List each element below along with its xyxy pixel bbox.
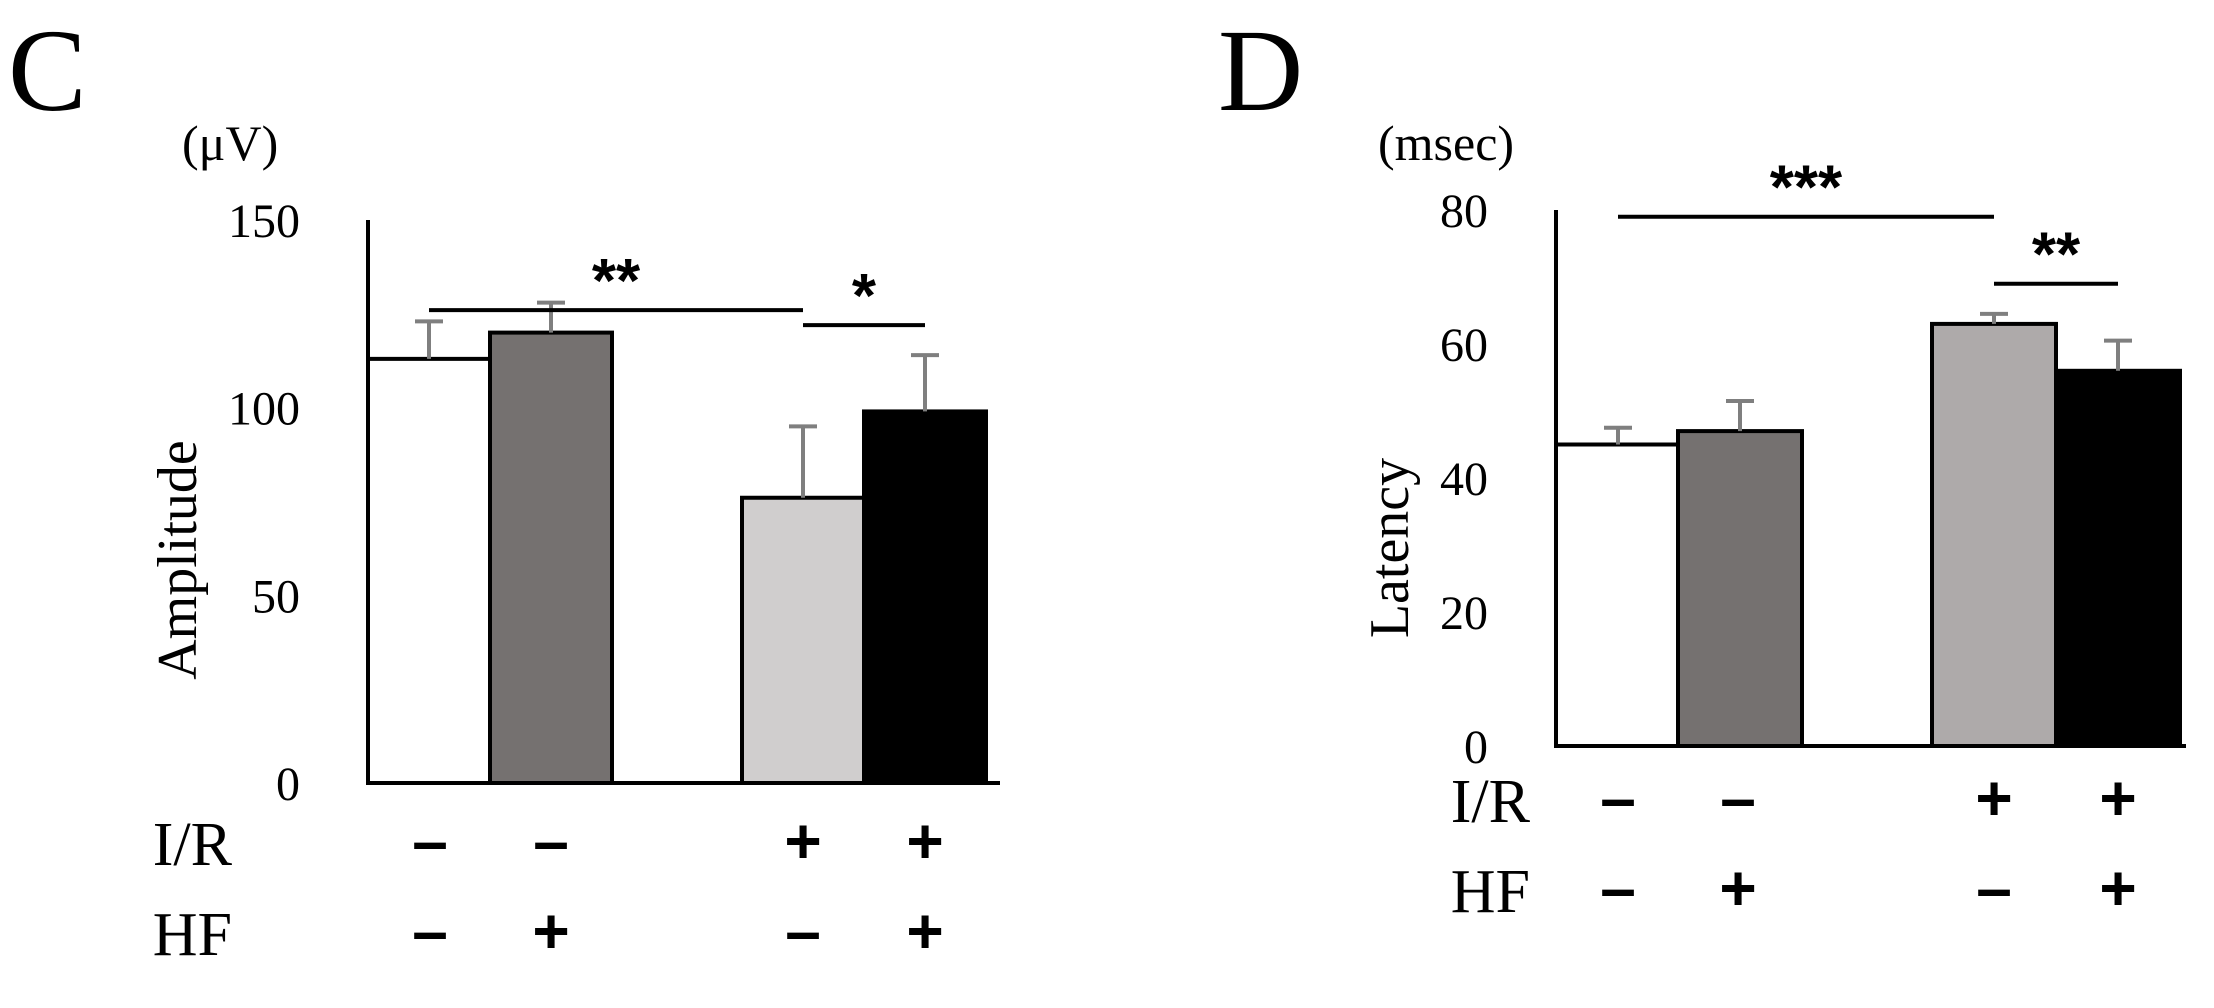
y-tick-labels: 0 50 100 150 [228, 195, 300, 811]
axes [1554, 210, 2186, 748]
bar [740, 495, 866, 785]
y-tick-label: 50 [252, 570, 300, 623]
y-tick-label: 0 [276, 758, 300, 811]
condition-sign: + [784, 805, 821, 877]
y-unit: (μV) [182, 115, 278, 171]
y-tick-labels: 0 20 40 60 80 [1440, 185, 1488, 774]
axes [366, 220, 1000, 785]
condition-sign: – [412, 895, 448, 967]
condition-row-label: I/R [153, 811, 233, 879]
significance-brackets: ***** [1618, 154, 2118, 290]
bars [1554, 311, 2182, 748]
significance-label: * [852, 262, 877, 331]
panel-label: C [8, 5, 87, 136]
condition-row-label: I/R [1451, 768, 1531, 836]
y-tick-label: 40 [1440, 453, 1488, 506]
bar [1930, 321, 2058, 748]
y-axis-title: Amplitude [147, 440, 209, 680]
condition-sign: + [1719, 852, 1756, 924]
condition-sign: – [1600, 762, 1636, 834]
condition-sign: + [532, 895, 569, 967]
significance-label: ** [2032, 221, 2081, 290]
condition-sign: + [2099, 762, 2136, 834]
condition-table: I/R – – + + HF – + – + [1451, 762, 2137, 926]
condition-sign: – [1600, 852, 1636, 924]
y-tick-label: 0 [1464, 721, 1488, 774]
bar [366, 356, 492, 785]
y-tick-label: 60 [1440, 319, 1488, 372]
condition-sign: – [1976, 852, 2012, 924]
significance-label: *** [1770, 154, 1843, 223]
bar [1554, 442, 1682, 748]
condition-sign: – [785, 895, 821, 967]
condition-row-label: HF [1451, 858, 1530, 926]
y-axis-title: Latency [1359, 458, 1421, 638]
y-unit: (msec) [1378, 115, 1514, 171]
bar [2054, 368, 2182, 748]
bar [488, 330, 614, 785]
significance-label: ** [592, 247, 641, 316]
condition-table: I/R – – + + HF – + – + [153, 805, 944, 969]
y-tick-label: 80 [1440, 185, 1488, 238]
y-tick-label: 150 [228, 195, 300, 248]
condition-sign: + [906, 895, 943, 967]
condition-sign: – [533, 805, 569, 877]
bar [1676, 429, 1804, 748]
condition-sign: + [906, 805, 943, 877]
significance-brackets: ** * [429, 247, 925, 331]
y-tick-label: 20 [1440, 587, 1488, 640]
condition-sign: – [412, 805, 448, 877]
condition-sign: – [1720, 762, 1756, 834]
condition-sign: + [1975, 762, 2012, 834]
y-tick-label: 100 [228, 383, 300, 436]
bars [366, 300, 988, 785]
condition-sign: + [2099, 852, 2136, 924]
condition-row-label: HF [153, 901, 232, 969]
bar [862, 409, 988, 785]
panel-label: D [1218, 5, 1303, 136]
